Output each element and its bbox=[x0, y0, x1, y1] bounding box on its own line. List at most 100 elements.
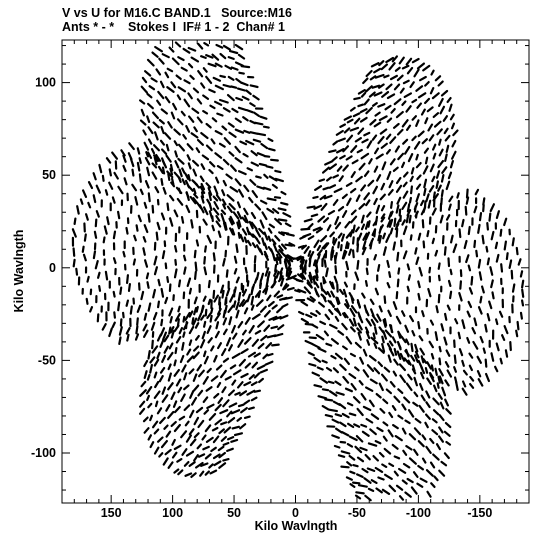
uv-sample-point bbox=[310, 213, 319, 218]
uv-sample-point bbox=[427, 123, 434, 132]
uv-sample-point bbox=[362, 240, 367, 250]
uv-sample-point bbox=[215, 364, 223, 371]
uv-sample-point bbox=[144, 180, 150, 189]
uv-sample-point bbox=[398, 363, 406, 372]
uv-sample-point bbox=[215, 215, 221, 222]
uv-sample-point bbox=[241, 95, 250, 101]
uv-sample-point bbox=[197, 69, 204, 78]
uv-sample-point bbox=[352, 464, 359, 468]
uv-sample-point bbox=[226, 93, 235, 102]
uv-sample-point bbox=[469, 383, 475, 389]
uv-sample-point bbox=[397, 330, 402, 339]
uv-sample-point bbox=[259, 115, 268, 120]
uv-sample-point bbox=[185, 434, 192, 443]
uv-sample-point bbox=[393, 395, 401, 403]
uv-sample-point bbox=[300, 259, 305, 267]
uv-sample-point bbox=[371, 228, 377, 237]
uv-sample-point bbox=[255, 175, 262, 179]
uv-sample-point bbox=[157, 300, 160, 309]
uv-sample-point bbox=[143, 141, 150, 151]
uv-sample-point bbox=[170, 81, 177, 89]
uv-sample-point bbox=[237, 106, 248, 112]
uv-sample-point bbox=[195, 334, 200, 341]
uv-sample-point bbox=[438, 357, 442, 366]
uv-sample-point bbox=[205, 144, 213, 152]
uv-sample-point bbox=[254, 121, 264, 126]
uv-sample-point bbox=[193, 416, 200, 426]
uv-sample-point bbox=[393, 358, 399, 366]
uv-sample-point bbox=[380, 205, 386, 212]
uv-sample-point bbox=[236, 201, 241, 209]
uv-sample-point bbox=[389, 227, 394, 235]
uv-sample-point bbox=[296, 256, 304, 262]
uv-sample-point bbox=[177, 56, 185, 62]
uv-sample-point bbox=[221, 125, 228, 131]
uv-sample-point bbox=[391, 55, 398, 63]
uv-sample-point bbox=[284, 243, 293, 247]
uv-sample-point bbox=[125, 274, 130, 284]
uv-sample-point bbox=[399, 352, 406, 362]
uv-sample-point bbox=[315, 263, 319, 274]
uv-sample-point bbox=[339, 440, 347, 444]
uv-sample-point bbox=[151, 171, 158, 180]
uv-sample-point bbox=[252, 94, 260, 101]
uv-sample-point bbox=[191, 107, 200, 115]
uv-sample-point bbox=[108, 327, 113, 338]
uv-sample-point bbox=[174, 160, 180, 169]
uv-sample-point bbox=[491, 291, 495, 300]
uv-sample-point bbox=[220, 213, 225, 223]
x-tick-label: 150 bbox=[101, 506, 122, 520]
uv-sample-point bbox=[159, 339, 165, 348]
uv-sample-point bbox=[239, 233, 245, 243]
uv-sample-point bbox=[102, 236, 106, 244]
uv-sample-point bbox=[438, 469, 446, 477]
uv-sample-point bbox=[172, 102, 178, 111]
uv-sample-point bbox=[517, 258, 522, 266]
uv-sample-point bbox=[158, 57, 165, 65]
uv-sample-point bbox=[140, 380, 147, 388]
uv-sample-point bbox=[231, 425, 240, 430]
uv-sample-point bbox=[222, 44, 231, 51]
uv-sample-point bbox=[344, 241, 349, 250]
uv-sample-point bbox=[167, 363, 172, 371]
uv-sample-point bbox=[377, 103, 386, 108]
uv-sample-point bbox=[236, 211, 243, 220]
uv-sample-point bbox=[221, 289, 225, 299]
uv-sample-point bbox=[366, 467, 376, 472]
uv-sample-point bbox=[168, 283, 172, 292]
uv-sample-point bbox=[254, 329, 262, 335]
uv-sample-point bbox=[443, 127, 449, 135]
uv-sample-point bbox=[388, 340, 394, 347]
uv-sample-point bbox=[187, 174, 191, 182]
uv-sample-point bbox=[452, 243, 458, 254]
uv-sample-point bbox=[352, 224, 356, 234]
uv-sample-point bbox=[256, 132, 267, 137]
uv-sample-point bbox=[379, 407, 386, 414]
uv-sample-point bbox=[322, 166, 330, 174]
uv-sample-point bbox=[356, 259, 360, 270]
uv-sample-point bbox=[313, 204, 323, 210]
uv-sample-point bbox=[489, 266, 494, 276]
uv-sample-point bbox=[86, 275, 90, 283]
uv-sample-point bbox=[443, 336, 448, 346]
uv-sample-point bbox=[374, 440, 382, 445]
uv-sample-point bbox=[87, 201, 92, 209]
uv-sample-point bbox=[411, 135, 417, 142]
uv-sample-point bbox=[241, 216, 248, 224]
uv-sample-point bbox=[222, 317, 228, 326]
uv-sample-point bbox=[160, 287, 165, 298]
uv-sample-point bbox=[203, 409, 210, 415]
uv-sample-point bbox=[92, 194, 97, 204]
uv-sample-point bbox=[383, 366, 391, 373]
uv-sample-point bbox=[369, 118, 377, 126]
uv-sample-point bbox=[146, 281, 150, 289]
uv-sample-point bbox=[401, 100, 407, 107]
uv-sample-point bbox=[76, 205, 80, 215]
uv-sample-point bbox=[378, 60, 385, 67]
uv-sample-point bbox=[238, 358, 246, 367]
uv-sample-point bbox=[226, 194, 235, 202]
uv-sample-point bbox=[175, 378, 182, 387]
uv-sample-point bbox=[430, 352, 435, 360]
uv-sample-point bbox=[248, 196, 254, 204]
uv-sample-point bbox=[83, 233, 87, 242]
